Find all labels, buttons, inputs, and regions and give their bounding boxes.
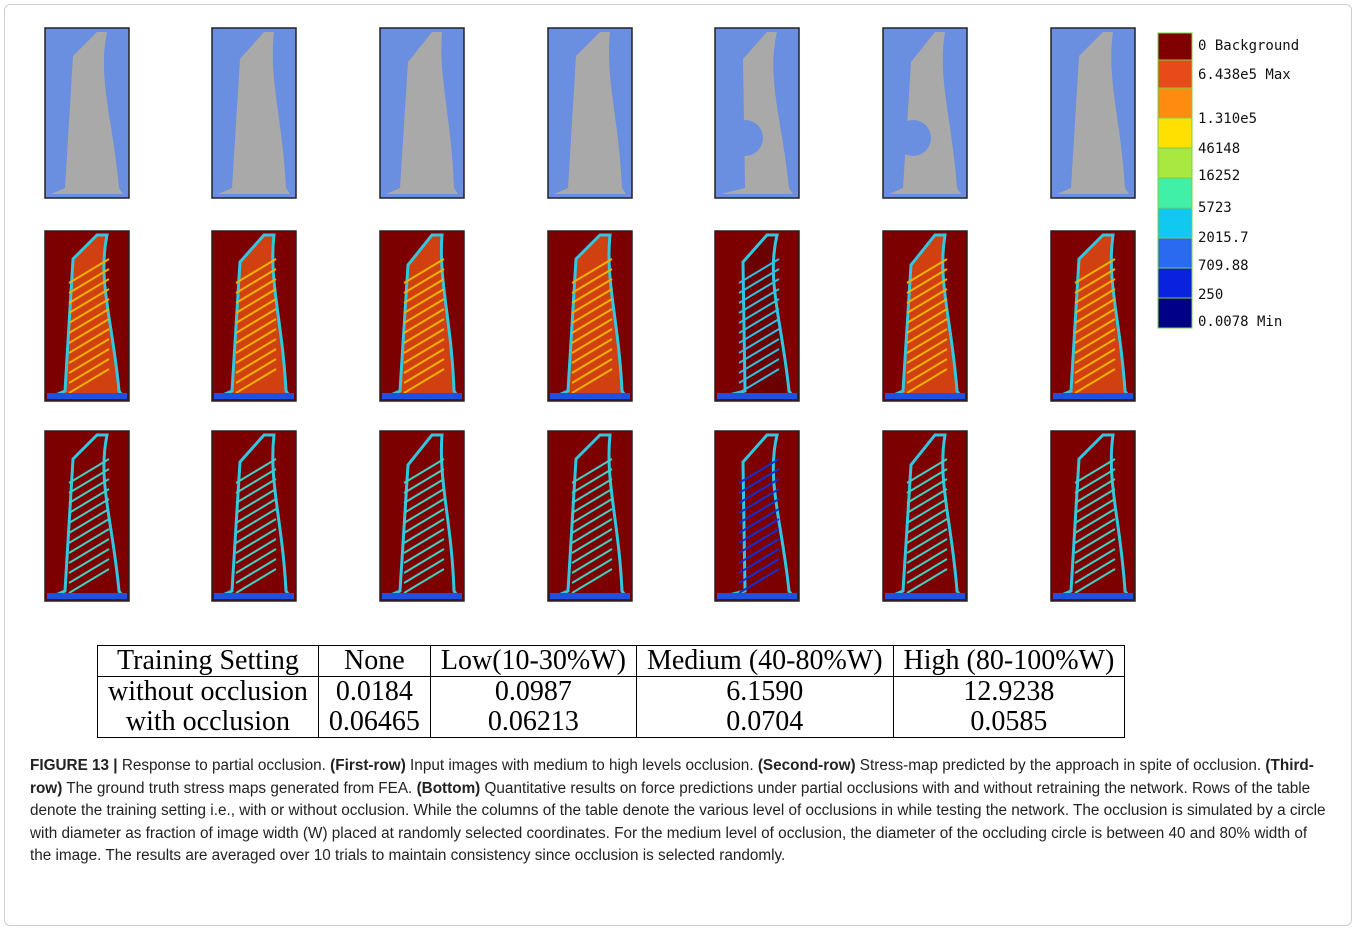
image-panel bbox=[212, 431, 296, 601]
colorbar-label: 1.310e5 bbox=[1198, 111, 1257, 127]
image-panel bbox=[45, 431, 129, 601]
image-panel bbox=[548, 28, 632, 198]
image-panel bbox=[883, 431, 967, 601]
colorbar-label: 250 bbox=[1198, 287, 1223, 303]
colorbar-label: 2015.7 bbox=[1198, 230, 1249, 246]
base bbox=[47, 393, 127, 399]
colorbar-label: 0.0078 Min bbox=[1198, 314, 1282, 330]
base bbox=[550, 393, 630, 399]
table-cell: 0.0184 bbox=[318, 677, 430, 708]
colorbar-label: 16252 bbox=[1198, 168, 1240, 184]
colorbar-label: 6.438e5 Max bbox=[1198, 67, 1291, 83]
base bbox=[885, 593, 965, 599]
table-cell: 0.06213 bbox=[430, 707, 636, 738]
table-cell: Medium (40-80%W) bbox=[636, 646, 893, 677]
table-cell: 6.1590 bbox=[636, 677, 893, 708]
image-panel bbox=[212, 28, 296, 198]
caption-text: FIGURE 13 | bbox=[30, 757, 118, 774]
image-panel bbox=[380, 231, 464, 401]
base bbox=[382, 593, 462, 599]
base bbox=[1053, 593, 1133, 599]
colorbar-swatch bbox=[1158, 238, 1192, 268]
colorbar-label: 46148 bbox=[1198, 141, 1240, 157]
image-panel bbox=[212, 231, 296, 401]
base bbox=[214, 593, 294, 599]
figure-page: 0 Background 6.438e5 Max 1.310e5 46148 16252… bbox=[0, 0, 1358, 932]
colorbar-label: 0 Background bbox=[1198, 38, 1299, 54]
colorbar-swatch bbox=[1158, 60, 1192, 88]
table-cell: Low(10-30%W) bbox=[430, 646, 636, 677]
base bbox=[382, 393, 462, 399]
image-panel bbox=[715, 231, 799, 401]
base bbox=[885, 393, 965, 399]
table-row: with occlusion0.064650.062130.07040.0585 bbox=[98, 707, 1125, 738]
table-row: without occlusion0.01840.09876.159012.92… bbox=[98, 677, 1125, 708]
table-cell: with occlusion bbox=[98, 707, 319, 738]
caption-text: The ground truth stress maps generated f… bbox=[62, 780, 416, 797]
caption-text: Response to partial occlusion. bbox=[118, 757, 331, 774]
table-cell: High (80-100%W) bbox=[893, 646, 1125, 677]
table-cell: None bbox=[318, 646, 430, 677]
image-panel bbox=[883, 28, 967, 198]
occlusion bbox=[895, 120, 931, 156]
table-cell: 0.0704 bbox=[636, 707, 893, 738]
image-panel bbox=[45, 231, 129, 401]
image-panel bbox=[548, 231, 632, 401]
table-cell: 12.9238 bbox=[893, 677, 1125, 708]
image-panel bbox=[45, 28, 129, 198]
colorbar: 0 Background 6.438e5 Max 1.310e5 46148 16252… bbox=[1158, 33, 1299, 330]
base bbox=[550, 593, 630, 599]
base bbox=[214, 393, 294, 399]
image-panel bbox=[380, 431, 464, 601]
image-panel bbox=[1051, 431, 1135, 601]
table-cell: without occlusion bbox=[98, 677, 319, 708]
caption-text: (First-row) bbox=[330, 757, 406, 774]
image-panel bbox=[1051, 28, 1135, 198]
image-panel bbox=[715, 431, 799, 601]
colorbar-swatch bbox=[1158, 208, 1192, 238]
colorbar-label: 5723 bbox=[1198, 200, 1232, 216]
caption: FIGURE 13 | Response to partial occlusio… bbox=[30, 755, 1330, 868]
table-cell: 0.0987 bbox=[430, 677, 636, 708]
occlusion bbox=[727, 120, 763, 156]
colorbar-swatch bbox=[1158, 88, 1192, 118]
table-cell: Training Setting bbox=[98, 646, 319, 677]
base bbox=[1053, 393, 1133, 399]
table-row: Training SettingNoneLow(10-30%W)Medium (… bbox=[98, 646, 1125, 677]
colorbar-swatch bbox=[1158, 118, 1192, 148]
image-panel bbox=[380, 28, 464, 198]
colorbar-swatch bbox=[1158, 178, 1192, 208]
colorbar-swatch bbox=[1158, 148, 1192, 178]
caption-text: Stress-map predicted by the approach in … bbox=[856, 757, 1266, 774]
table-cell: 0.06465 bbox=[318, 707, 430, 738]
base bbox=[717, 593, 797, 599]
colorbar-swatch bbox=[1158, 33, 1192, 60]
image-panel bbox=[548, 431, 632, 601]
caption-text: (Second-row) bbox=[758, 757, 856, 774]
colorbar-swatch bbox=[1158, 268, 1192, 298]
caption-text: (Bottom) bbox=[417, 780, 481, 797]
caption-text: Input images with medium to high levels … bbox=[406, 757, 758, 774]
colorbar-swatch bbox=[1158, 298, 1192, 328]
base bbox=[717, 393, 797, 399]
base bbox=[47, 593, 127, 599]
results-table: Training SettingNoneLow(10-30%W)Medium (… bbox=[97, 645, 1125, 738]
image-panel bbox=[1051, 231, 1135, 401]
colorbar-label: 709.88 bbox=[1198, 258, 1249, 274]
image-panel bbox=[715, 28, 799, 198]
table-cell: 0.0585 bbox=[893, 707, 1125, 738]
image-panel bbox=[883, 231, 967, 401]
figure-panels: 0 Background 6.438e5 Max 1.310e5 46148 16252… bbox=[0, 0, 1358, 630]
